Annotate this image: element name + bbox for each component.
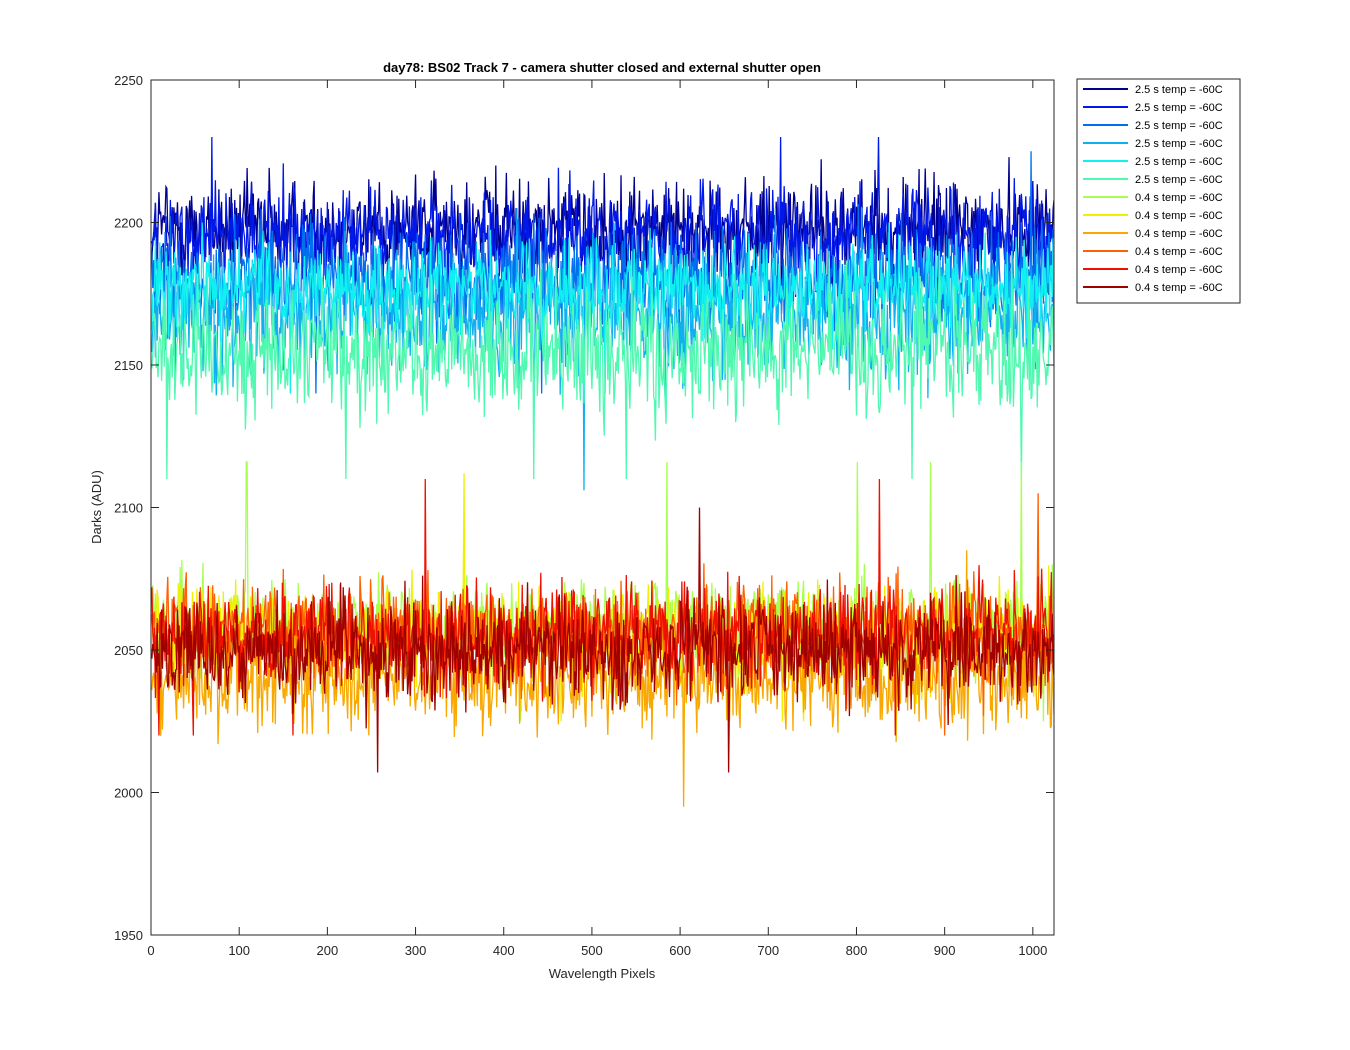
x-axis-label: Wavelength Pixels [549, 966, 656, 981]
legend-label: 2.5 s temp = -60C [1135, 102, 1223, 114]
x-tick-label: 0 [147, 943, 154, 958]
legend-label: 0.4 s temp = -60C [1135, 228, 1223, 240]
legend-label: 0.4 s temp = -60C [1135, 282, 1223, 294]
x-tick-label: 800 [846, 943, 868, 958]
y-axis-label: Darks (ADU) [89, 470, 104, 544]
x-tick-label: 1000 [1018, 943, 1047, 958]
legend-label: 0.4 s temp = -60C [1135, 264, 1223, 276]
y-tick-label: 1950 [114, 928, 143, 943]
legend: 2.5 s temp = -60C 2.5 s temp = -60C 2.5 s … [1076, 78, 1241, 304]
series-line-5 [151, 222, 1054, 394]
y-axis: 1950 2000 2050 2100 2150 2200 2250 [114, 73, 1054, 943]
y-tick-label: 2150 [114, 358, 143, 373]
x-tick-label: 300 [405, 943, 427, 958]
chart-title: day78: BS02 Track 7 - camera shutter clo… [383, 60, 821, 75]
x-tick-label: 400 [493, 943, 515, 958]
legend-label: 0.4 s temp = -60C [1135, 192, 1223, 204]
x-tick-label: 200 [317, 943, 339, 958]
y-tick-label: 2100 [114, 501, 143, 516]
legend-label: 2.5 s temp = -60C [1135, 120, 1223, 132]
legend-label: 2.5 s temp = -60C [1135, 174, 1223, 186]
x-tick-label: 900 [934, 943, 956, 958]
series-line-4 [151, 208, 1054, 491]
series-line-12 [151, 507, 1054, 773]
x-tick-label: 600 [669, 943, 691, 958]
y-tick-label: 2050 [114, 643, 143, 658]
x-tick-label: 100 [228, 943, 250, 958]
series-layer [151, 136, 1054, 807]
legend-label: 2.5 s temp = -60C [1135, 156, 1223, 168]
legend-box [1076, 78, 1241, 304]
legend-label: 2.5 s temp = -60C [1135, 138, 1223, 150]
legend-label: 2.5 s temp = -60C [1135, 84, 1223, 96]
y-tick-label: 2000 [114, 786, 143, 801]
x-tick-label: 500 [581, 943, 603, 958]
y-tick-label: 2200 [114, 216, 143, 231]
x-axis: 0 100 200 300 400 500 600 700 800 900 1000 [147, 80, 1047, 958]
legend-label: 0.4 s temp = -60C [1135, 246, 1223, 258]
x-tick-label: 700 [757, 943, 779, 958]
series-line-6 [151, 250, 1054, 480]
y-tick-label: 2250 [114, 73, 143, 88]
legend-label: 0.4 s temp = -60C [1135, 210, 1223, 222]
